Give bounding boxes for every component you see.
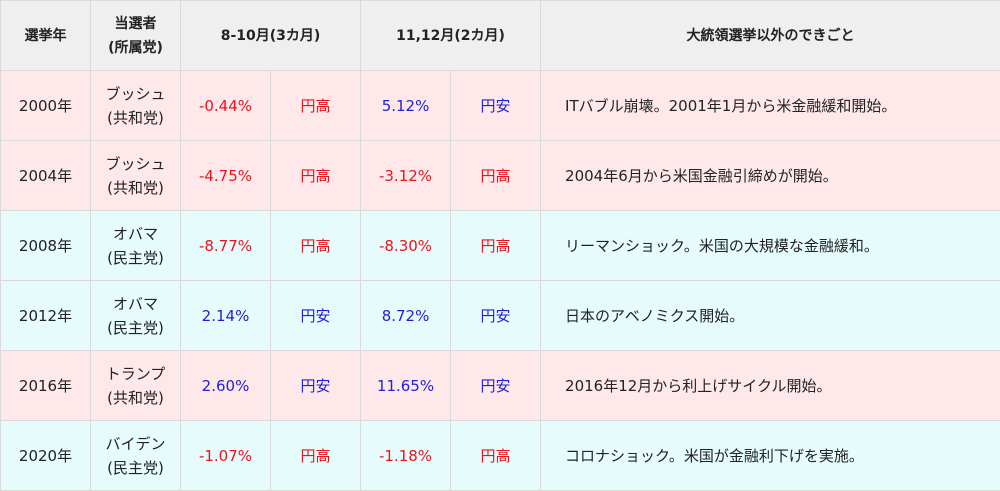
aug-oct-change: -1.07% <box>181 421 271 491</box>
table-row: 2012年 オバマ(民主党) 2.14% 円安 8.72% 円安 日本のアベノミ… <box>1 281 1000 351</box>
aug-oct-yen: 円高 <box>271 141 361 211</box>
aug-oct-yen: 円安 <box>271 351 361 421</box>
nov-dec-change: -3.12% <box>361 141 451 211</box>
nov-dec-change: 5.12% <box>361 71 451 141</box>
winner-cell: バイデン(民主党) <box>91 421 181 491</box>
event-cell: ITバブル崩壊。2001年1月から米金融緩和開始。 <box>541 71 1000 141</box>
aug-oct-yen: 円高 <box>271 211 361 281</box>
header-aug-oct: 8-10月(3カ月) <box>181 1 361 71</box>
aug-oct-change: -4.75% <box>181 141 271 211</box>
header-winner-line2: (所属党) <box>91 36 180 60</box>
year-cell: 2020年 <box>1 421 91 491</box>
nov-dec-yen: 円高 <box>451 211 541 281</box>
nov-dec-change: 11.65% <box>361 351 451 421</box>
aug-oct-change: -8.77% <box>181 211 271 281</box>
winner-party: (民主党) <box>91 456 180 480</box>
year-cell: 2012年 <box>1 281 91 351</box>
aug-oct-yen: 円高 <box>271 71 361 141</box>
winner-name: ブッシュ <box>91 82 180 106</box>
winner-party: (共和党) <box>91 386 180 410</box>
nov-dec-change: 8.72% <box>361 281 451 351</box>
winner-party: (民主党) <box>91 246 180 270</box>
header-winner: 当選者 (所属党) <box>91 1 181 71</box>
winner-cell: オバマ(民主党) <box>91 281 181 351</box>
event-cell: リーマンショック。米国の大規模な金融緩和。 <box>541 211 1000 281</box>
event-cell: 2016年12月から利上げサイクル開始。 <box>541 351 1000 421</box>
winner-cell: ブッシュ(共和党) <box>91 71 181 141</box>
header-nov-dec: 11,12月(2カ月) <box>361 1 541 71</box>
year-cell: 2000年 <box>1 71 91 141</box>
winner-party: (民主党) <box>91 316 180 340</box>
winner-cell: オバマ(民主党) <box>91 211 181 281</box>
nov-dec-yen: 円安 <box>451 351 541 421</box>
year-cell: 2004年 <box>1 141 91 211</box>
winner-name: オバマ <box>91 222 180 246</box>
event-cell: コロナショック。米国が金融利下げを実施。 <box>541 421 1000 491</box>
year-cell: 2008年 <box>1 211 91 281</box>
aug-oct-change: -0.44% <box>181 71 271 141</box>
aug-oct-change: 2.60% <box>181 351 271 421</box>
table-row: 2016年 トランプ(共和党) 2.60% 円安 11.65% 円安 2016年… <box>1 351 1000 421</box>
aug-oct-yen: 円安 <box>271 281 361 351</box>
header-row: 選挙年 当選者 (所属党) 8-10月(3カ月) 11,12月(2カ月) 大統領… <box>1 1 1000 71</box>
nov-dec-yen: 円高 <box>451 421 541 491</box>
header-events: 大統領選挙以外のできごと <box>541 1 1000 71</box>
table-row: 2020年 バイデン(民主党) -1.07% 円高 -1.18% 円高 コロナシ… <box>1 421 1000 491</box>
nov-dec-change: -8.30% <box>361 211 451 281</box>
year-cell: 2016年 <box>1 351 91 421</box>
nov-dec-yen: 円安 <box>451 281 541 351</box>
winner-party: (共和党) <box>91 176 180 200</box>
winner-name: バイデン <box>91 432 180 456</box>
table-row: 2004年 ブッシュ(共和党) -4.75% 円高 -3.12% 円高 2004… <box>1 141 1000 211</box>
winner-cell: トランプ(共和党) <box>91 351 181 421</box>
nov-dec-yen: 円高 <box>451 141 541 211</box>
header-year: 選挙年 <box>1 1 91 71</box>
nov-dec-change: -1.18% <box>361 421 451 491</box>
event-cell: 日本のアベノミクス開始。 <box>541 281 1000 351</box>
header-winner-line1: 当選者 <box>91 12 180 36</box>
event-cell: 2004年6月から米国金融引締めが開始。 <box>541 141 1000 211</box>
winner-name: トランプ <box>91 362 180 386</box>
nov-dec-yen: 円安 <box>451 71 541 141</box>
winner-cell: ブッシュ(共和党) <box>91 141 181 211</box>
table-row: 2000年 ブッシュ(共和党) -0.44% 円高 5.12% 円安 ITバブル… <box>1 71 1000 141</box>
aug-oct-yen: 円高 <box>271 421 361 491</box>
winner-name: ブッシュ <box>91 152 180 176</box>
winner-name: オバマ <box>91 292 180 316</box>
winner-party: (共和党) <box>91 106 180 130</box>
table-row: 2008年 オバマ(民主党) -8.77% 円高 -8.30% 円高 リーマンシ… <box>1 211 1000 281</box>
aug-oct-change: 2.14% <box>181 281 271 351</box>
